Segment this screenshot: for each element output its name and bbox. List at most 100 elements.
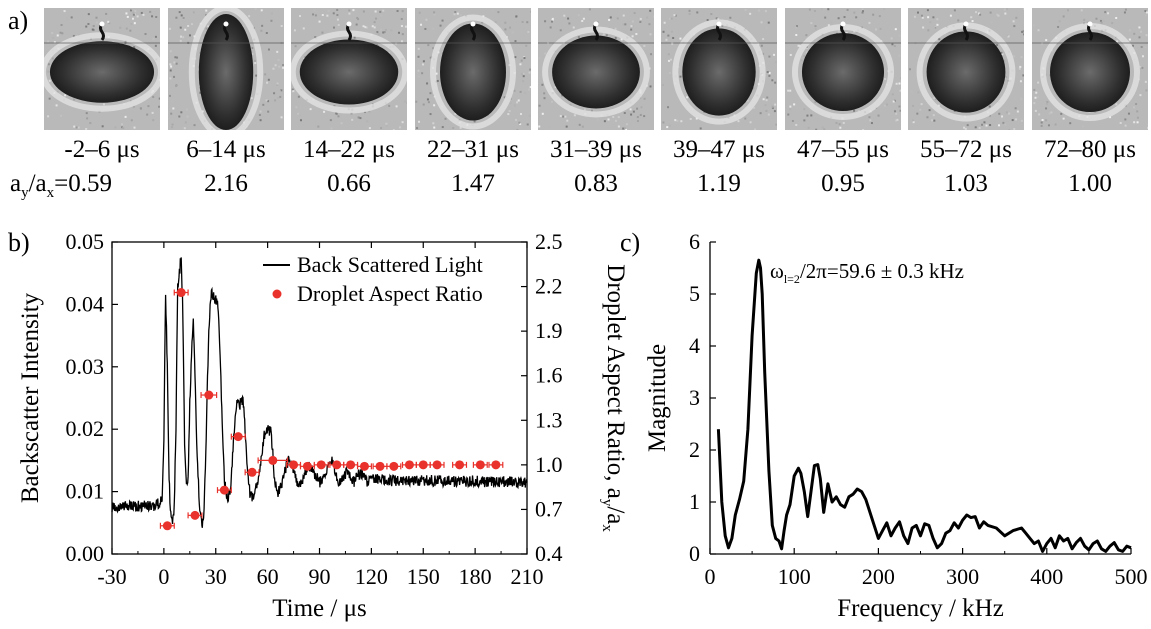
- aspect-ratio-point: [360, 462, 369, 471]
- frame-aspect-ratio-3: 0.66: [288, 170, 410, 198]
- x-tick-label-b: 180: [459, 564, 492, 589]
- x-tick-label-c: 0: [705, 564, 716, 589]
- droplet-frame-1: [44, 8, 160, 130]
- aspect-ratio-point: [433, 460, 442, 469]
- aspect-ratio-point: [405, 460, 414, 469]
- frame-time-label-3: 14–22 μs: [288, 136, 410, 164]
- y-tick-label-c: 3: [689, 385, 700, 410]
- aspect-ratio-point: [191, 511, 200, 520]
- aspect-ratio-point: [303, 462, 312, 471]
- frame-aspect-ratio-4: 1.47: [412, 170, 534, 198]
- aspect-ratio-point: [376, 462, 385, 471]
- frame-time-label-1: -2–6 μs: [41, 136, 163, 164]
- aspect-ratio-point: [234, 432, 243, 441]
- y-axis-label-b: Backscatter Intensity: [17, 292, 44, 503]
- frame-aspect-ratio-8: 1.03: [905, 170, 1027, 198]
- droplet-image-strip: [44, 8, 1150, 130]
- y2-tick-label-b: 1.0: [535, 452, 563, 477]
- aspect-ratio-point: [317, 460, 326, 469]
- y-tick-label-c: 6: [689, 229, 700, 254]
- droplet-frame-7: [785, 8, 901, 130]
- y2-axis-label-b: Droplet Aspect Ratio, ay/ax: [599, 264, 629, 532]
- ratio-eq: =: [54, 170, 68, 197]
- y2-tick-label-b: 1.3: [535, 407, 563, 432]
- legend-dot-swatch: [273, 290, 282, 299]
- y-tick-label-b: 0.05: [66, 229, 105, 254]
- frame-aspect-ratio-5: 0.83: [535, 170, 657, 198]
- frame-time-label-9: 72–80 μs: [1029, 136, 1151, 164]
- x-tick-label-b: 90: [309, 564, 331, 589]
- legend-label-droplet-aspect-ratio: Droplet Aspect Ratio: [297, 281, 483, 306]
- frame-time-label-6: 39–47 μs: [658, 136, 780, 164]
- y2-tick-label-b: 0.4: [535, 541, 563, 566]
- aspect-ratio-point: [346, 460, 355, 469]
- droplet-frame-4: [415, 8, 531, 130]
- droplet-frame-8: [908, 8, 1024, 130]
- frame-aspect-ratio-6: 1.19: [658, 170, 780, 198]
- resonance-annotation: ωl=2/2π=59.6 ± 0.3 kHz: [770, 259, 964, 286]
- aspect-ratio-point: [389, 462, 398, 471]
- droplet-frame-9: [1032, 8, 1148, 130]
- frame-aspect-ratio-7: 0.95: [782, 170, 904, 198]
- frame-time-label-5: 31–39 μs: [535, 136, 657, 164]
- panel-label-a: a): [8, 6, 28, 36]
- x-tick-label-c: 500: [1115, 564, 1148, 589]
- frame-time-label-2: 6–14 μs: [165, 136, 287, 164]
- y2-tick-label-b: 1.9: [535, 318, 563, 343]
- aspect-ratio-point: [476, 460, 485, 469]
- aspect-ratio-point: [163, 521, 172, 530]
- frame-time-label-7: 47–55 μs: [782, 136, 904, 164]
- x-tick-label-c: 100: [778, 564, 811, 589]
- ratio-a: a: [10, 170, 21, 197]
- aspect-ratio-point: [491, 460, 500, 469]
- droplet-frame-2: [168, 8, 284, 130]
- y-axis-label-c: Magnitude: [644, 344, 671, 452]
- y-tick-label-b: 0.00: [66, 541, 105, 566]
- x-axis-label-c: Frequency / kHz: [837, 595, 1004, 622]
- ratio-slash: /a: [29, 170, 47, 197]
- y-tick-label-c: 5: [689, 281, 700, 306]
- aspect-ratio-point: [204, 391, 213, 400]
- droplet-frame-6: [661, 8, 777, 130]
- y-tick-label-b: 0.01: [66, 479, 105, 504]
- aspect-ratio-point: [455, 460, 464, 469]
- x-tick-label-b: 30: [205, 564, 227, 589]
- chart-panel-b: -30 0 30 60 90 120 150 180 210 0.00 0.01 0.02 0.03 0.…: [0, 220, 640, 629]
- x-axis-label-b: Time / μs: [272, 595, 366, 622]
- series-fft-magnitude: [718, 260, 1131, 551]
- x-tick-label-b: 60: [257, 564, 279, 589]
- aspect-ratio-point: [419, 460, 428, 469]
- y-tick-label-b: 0.04: [66, 291, 105, 316]
- y-tick-label-b: 0.03: [66, 354, 105, 379]
- aspect-ratio-point: [289, 460, 298, 469]
- y-tick-label-c: 0: [689, 541, 700, 566]
- x-tick-label-b: 150: [407, 564, 440, 589]
- droplet-frame-3: [291, 8, 407, 130]
- frame-time-label-4: 22–31 μs: [412, 136, 534, 164]
- y2-tick-label-b: 2.2: [535, 274, 563, 299]
- aspect-ratio-point: [177, 288, 186, 297]
- aspect-ratio-point: [248, 468, 257, 477]
- y2-tick-label-b: 0.7: [535, 496, 563, 521]
- frame-aspect-ratio-2: 2.16: [165, 170, 287, 198]
- y-tick-label-c: 1: [689, 489, 700, 514]
- y-tick-label-c: 4: [689, 333, 700, 358]
- aspect-ratio-point: [268, 456, 277, 465]
- first-aspect-ratio-label: ay/ax=0.59: [10, 170, 112, 202]
- x-tick-label-b: -30: [97, 564, 126, 589]
- x-tick-label-c: 400: [1030, 564, 1063, 589]
- x-tick-label-b: 120: [355, 564, 388, 589]
- ratio-sub-y: y: [21, 185, 29, 201]
- aspect-ratio-point: [220, 486, 229, 495]
- frame-time-label-8: 55–72 μs: [905, 136, 1027, 164]
- aspect-ratio-point: [332, 460, 341, 469]
- x-tick-label-c: 200: [862, 564, 895, 589]
- y2-tick-label-b: 2.5: [535, 229, 563, 254]
- y-tick-label-c: 2: [689, 437, 700, 462]
- y2-tick-label-b: 1.6: [535, 363, 563, 388]
- x-tick-label-b: 0: [158, 564, 169, 589]
- ratio-first-value: 0.59: [68, 170, 112, 197]
- chart-panel-c: 0 100 200 300 400 500 0 1 2 3 4 5 6 Frequency / kHz Ma…: [630, 220, 1151, 629]
- frame-aspect-ratio-9: 1.00: [1029, 170, 1151, 198]
